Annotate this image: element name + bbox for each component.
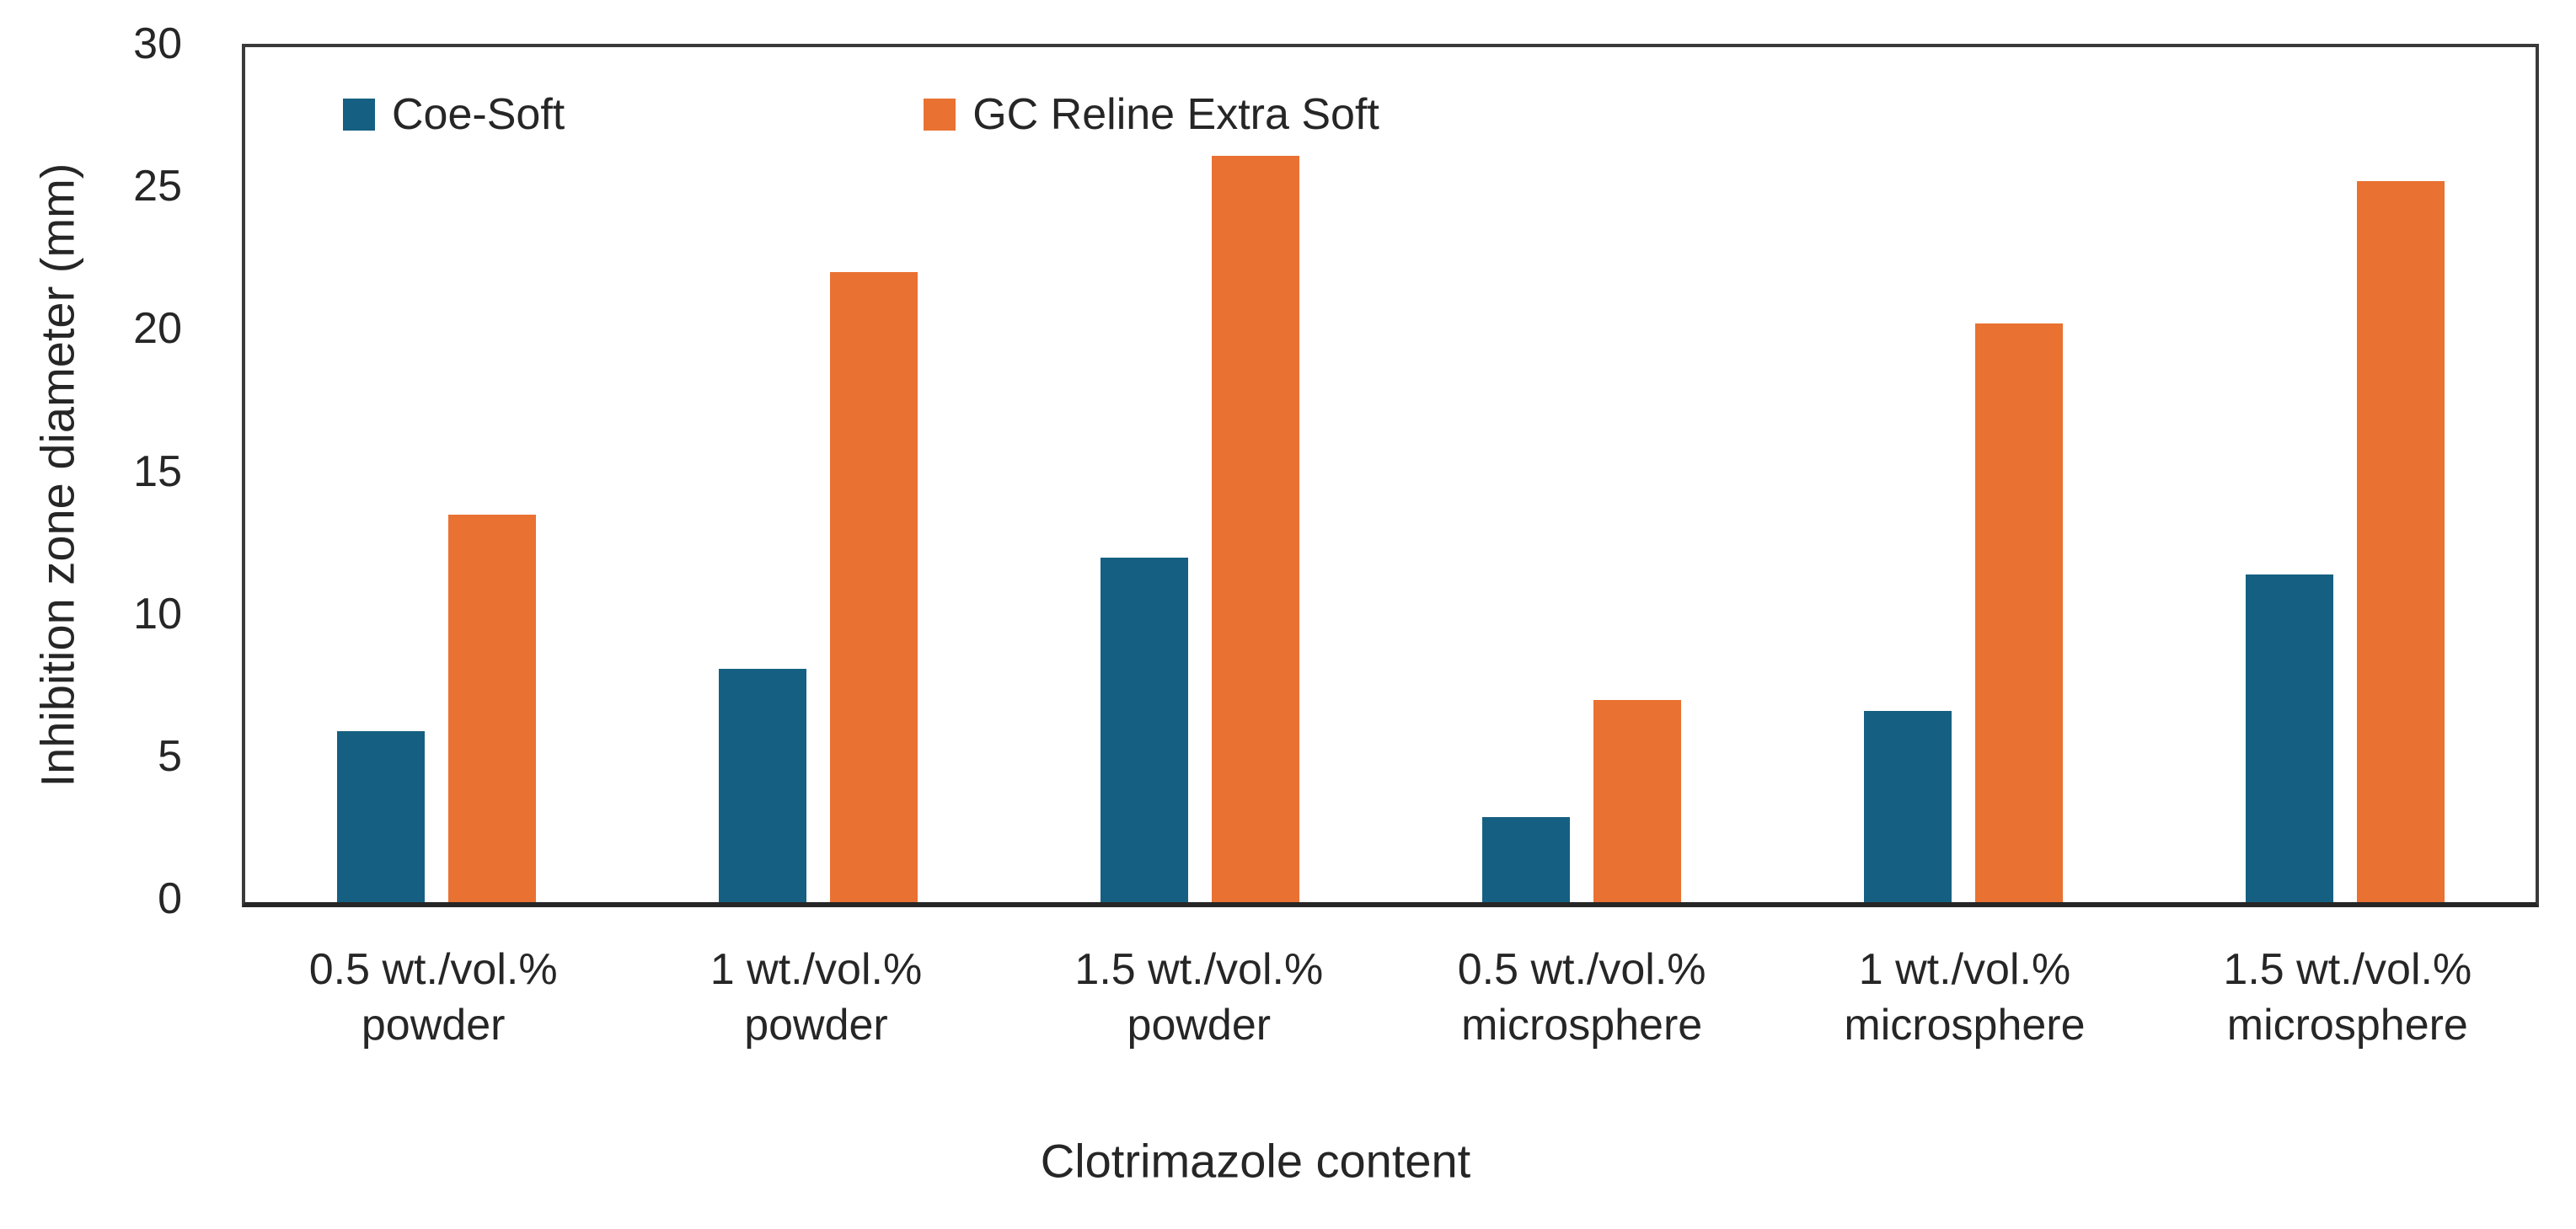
bar-group-5 [2154,47,2536,902]
x-axis-title: Clotrimazole content [1040,1134,1471,1188]
x-axis-category-labels: 0.5 wt./vol.% powder 1 wt./vol.% powder 1.… [242,942,2539,1053]
plot-area: Coe-Soft GC Reline Extra Soft [242,44,2539,907]
bar-group-1 [627,47,1009,902]
bar-series1-cat5 [2356,181,2445,902]
legend-swatch-icon [343,99,375,131]
bar-series1-cat2 [1211,155,1299,902]
legend-label: Coe-Soft [392,90,565,139]
y-tick-label-0: 0 [158,874,182,923]
legend-item-0: Coe-Soft [343,89,565,140]
y-tick-label-25: 25 [133,162,182,211]
bar-series0-cat3 [1481,816,1570,902]
x-category-label-3: 0.5 wt./vol.% microsphere [1457,945,1706,1050]
bar-group-3 [1390,47,1772,902]
bar-series0-cat1 [718,668,806,902]
legend-item-1: GC Reline Extra Soft [924,89,1379,140]
bar-series1-cat3 [1593,699,1681,902]
y-tick-label-10: 10 [133,589,182,639]
x-category-label-1: 1 wt./vol.% powder [710,945,923,1050]
y-tick-label-20: 20 [133,304,182,354]
bar-series0-cat0 [336,731,425,902]
bar-group-4 [1772,47,2154,902]
bar-series1-cat4 [1974,323,2063,902]
bar-series0-cat2 [1100,557,1188,902]
bar-series0-cat4 [1863,711,1952,902]
x-category-label-2: 1.5 wt./vol.% powder [1074,945,1324,1050]
x-category-label-4: 1 wt./vol.% microsphere [1844,945,2086,1050]
x-category-label-5: 1.5 wt./vol.% microsphere [2223,945,2472,1050]
bar-series0-cat5 [2245,574,2333,902]
y-tick-label-5: 5 [158,731,182,781]
legend: Coe-Soft GC Reline Extra Soft [343,89,1379,140]
bar-series1-cat0 [447,514,536,902]
legend-swatch-icon [924,99,956,131]
y-tick-label-15: 15 [133,446,182,496]
x-category-label-0: 0.5 wt./vol.% powder [308,945,558,1050]
bar-group-0 [245,47,627,902]
bar-group-2 [1009,47,1390,902]
bar-series1-cat1 [829,272,918,902]
y-axis-tick-labels: 0 5 10 15 20 25 30 [0,22,211,921]
y-tick-label-30: 30 [133,19,182,68]
legend-label: GC Reline Extra Soft [972,90,1379,139]
bar-groups [245,47,2536,902]
